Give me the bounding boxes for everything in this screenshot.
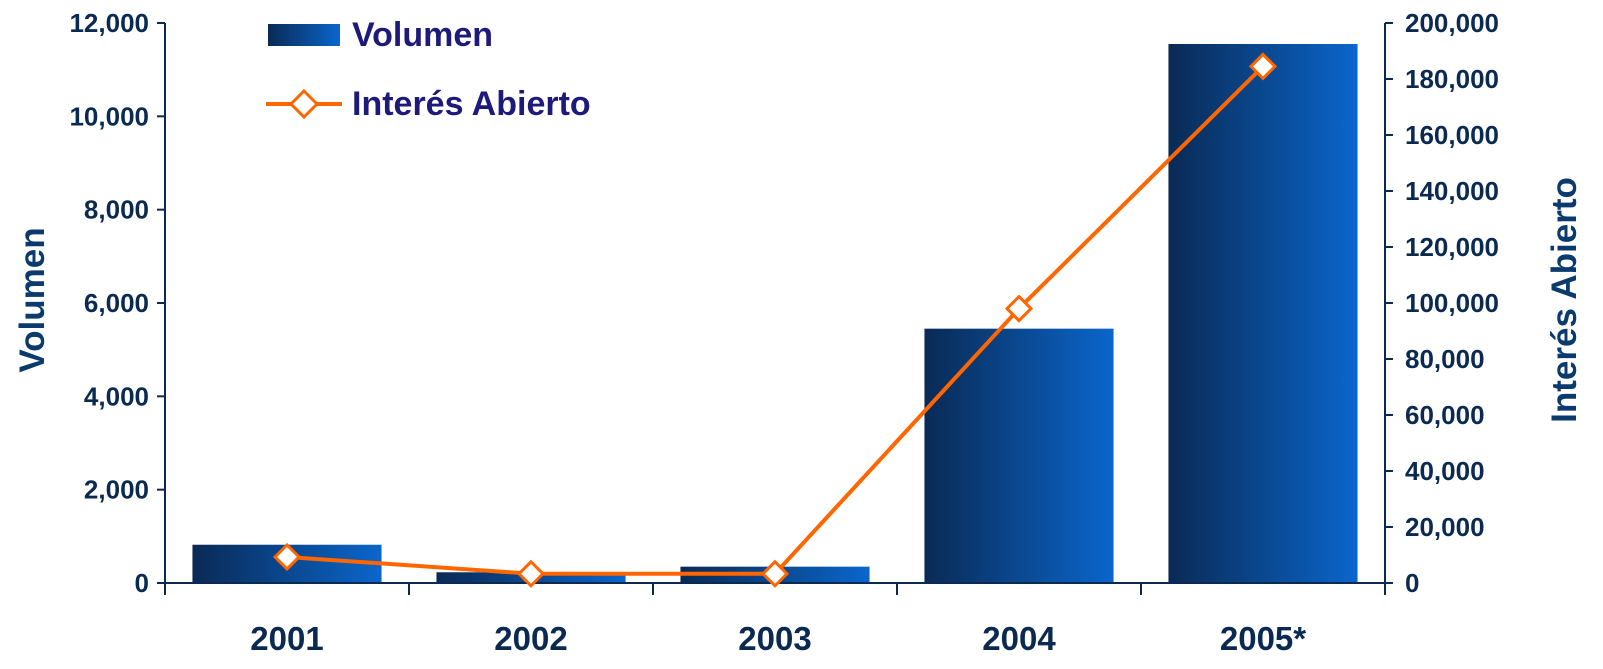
- y2-tick-label: 80,000: [1405, 344, 1485, 374]
- interes-abierto-point-2005*: [1248, 52, 1278, 81]
- bars-layer: [192, 44, 1358, 583]
- y2-tick-label: 200,000: [1405, 8, 1499, 38]
- legend-swatch-interes-marker: [288, 88, 320, 120]
- y-tick-label: 8,000: [84, 195, 149, 225]
- interes-abierto-point-2001: [272, 542, 302, 572]
- y-tick-label: 0: [135, 568, 149, 598]
- legend-swatch-volumen: [268, 24, 340, 46]
- legend-label-volumen: Volumen: [352, 16, 493, 54]
- y2-tick-label: 60,000: [1405, 400, 1485, 430]
- x-tick-label: 2001: [250, 620, 323, 657]
- interes-abierto-point-2002: [516, 559, 546, 588]
- y2-tick-label: 40,000: [1405, 456, 1485, 486]
- y-tick-label: 4,000: [84, 381, 149, 411]
- y2-tick-label: 0: [1405, 568, 1419, 598]
- y2-tick-label: 100,000: [1405, 288, 1499, 318]
- y-tick-label: 2,000: [84, 475, 149, 505]
- x-tick-label: 2005*: [1220, 620, 1306, 657]
- interes-abierto-line: [286, 64, 1265, 576]
- legend-label-interes-abierto: Interés Abierto: [352, 85, 591, 123]
- y2-tick-label: 120,000: [1405, 232, 1499, 262]
- y2-tick-label: 140,000: [1405, 176, 1499, 206]
- interes-abierto-point-2003: [760, 559, 790, 588]
- line-layer: [272, 52, 1278, 588]
- x-tick-label: 2003: [738, 620, 811, 657]
- legend: Volumen Interés Abierto: [266, 16, 591, 123]
- bar-2004: [924, 328, 1114, 583]
- x-tick-label: 2002: [494, 620, 567, 657]
- bar-2005*: [1168, 44, 1358, 583]
- y2-axis-title: Interés Abierto: [1545, 177, 1584, 423]
- y2-tick-label: 20,000: [1405, 512, 1485, 542]
- y2-tick-label: 180,000: [1405, 64, 1499, 94]
- y-tick-label: 12,000: [69, 8, 149, 38]
- y-tick-label: 10,000: [69, 101, 149, 131]
- axes-layer: 0 2,000 4,000 6,000 8,000 10,000 12,000 0 20,000…: [69, 8, 1499, 657]
- y-tick-label: 6,000: [84, 288, 149, 318]
- y-axis-title: Volumen: [13, 227, 52, 372]
- interes-abierto-point-2004: [1004, 294, 1034, 323]
- x-tick-label: 2004: [982, 620, 1056, 657]
- y2-tick-label: 160,000: [1405, 120, 1499, 150]
